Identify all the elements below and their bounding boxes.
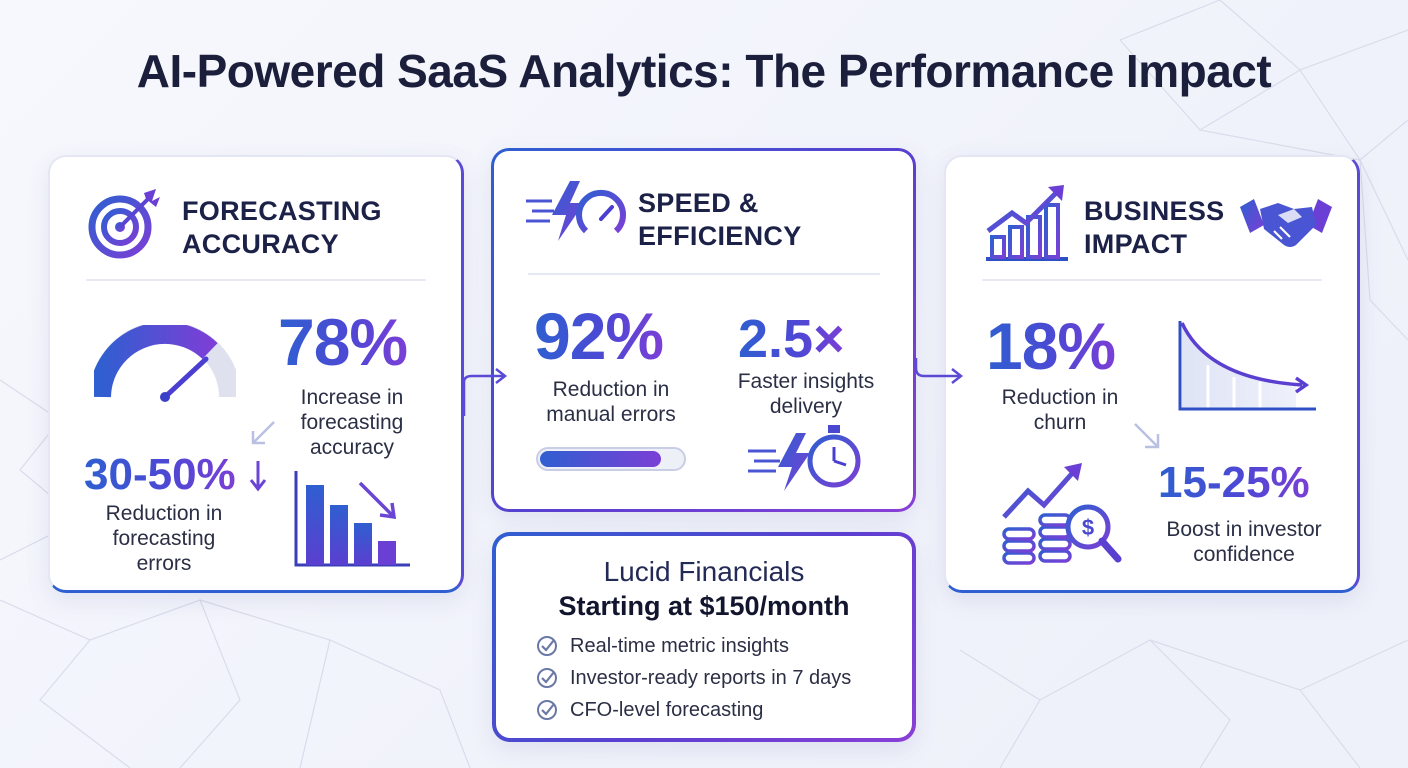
faster-insights-label: Faster insights delivery [737, 370, 875, 418]
check-circle-icon [537, 636, 557, 656]
handshake-icon [1240, 199, 1332, 247]
investor-confidence-stat: 15-25% [1158, 458, 1310, 507]
forecasting-title: FORECASTING ACCURACY [182, 196, 382, 259]
target-icon [88, 189, 160, 259]
list-item: Real-time metric insights [536, 630, 851, 662]
svg-text:$: $ [1082, 515, 1094, 540]
divider [86, 279, 426, 281]
pricing-card: Lucid Financials Starting at $150/month … [492, 532, 916, 742]
check-circle-icon [537, 700, 557, 720]
declining-curve-icon [1178, 321, 1316, 411]
product-name: Lucid Financials [603, 556, 805, 587]
arrow-down-left-icon [251, 421, 275, 445]
list-item: CFO-level forecasting [536, 694, 851, 726]
feature-label: Real-time metric insights [570, 634, 789, 657]
errors-label: Reduction in forecasting errors [105, 502, 223, 575]
list-item: Investor-ready reports in 7 days [536, 662, 851, 694]
check-circle-icon [537, 668, 557, 688]
speed-card: SPEED & EFFICIENCY 92% Reduction in manu… [491, 148, 916, 512]
accuracy-stat: 78% [278, 305, 408, 379]
lightning-speedometer-icon [526, 181, 626, 241]
arrow-down-right-icon [1134, 423, 1160, 449]
product-price: Starting at $150/month [558, 591, 850, 621]
growth-chart-icon [986, 185, 1068, 261]
churn-stat: 18% [986, 309, 1116, 383]
declining-bars-icon [294, 471, 410, 567]
feature-label: Investor-ready reports in 7 days [570, 666, 852, 689]
stopwatch-icon [748, 425, 861, 491]
errors-stat: 30-50% [84, 450, 236, 499]
manual-errors-stat: 92% [534, 299, 664, 373]
business-card: BUSINESS IMPACT 18% Reduction in churn [944, 155, 1360, 593]
divider [528, 273, 880, 275]
feature-list: Real-time metric insights Investor-ready… [536, 630, 851, 726]
flow-arrow-1 [462, 368, 508, 416]
investor-confidence-label: Boost in investor confidence [1166, 518, 1322, 566]
business-title: BUSINESS IMPACT [1084, 196, 1225, 259]
flow-arrow-2 [914, 358, 964, 384]
speed-title: SPEED & EFFICIENCY [638, 188, 802, 251]
feature-label: CFO-level forecasting [570, 698, 764, 721]
forecasting-card: FORECASTING ACCURACY 78% Increase in for… [48, 155, 464, 593]
progress-bar [536, 447, 686, 471]
page-title: AI-Powered SaaS Analytics: The Performan… [136, 45, 1272, 97]
divider [982, 279, 1322, 281]
faster-insights-stat: 2.5× [738, 309, 845, 369]
gauge-icon [94, 325, 236, 402]
accuracy-label: Increase in forecasting accuracy [300, 386, 404, 459]
churn-label: Reduction in churn [1001, 386, 1119, 434]
manual-errors-label: Reduction in manual errors [546, 378, 676, 426]
coins-growth-icon: $ [1002, 463, 1122, 565]
arrow-down-icon [249, 461, 267, 492]
